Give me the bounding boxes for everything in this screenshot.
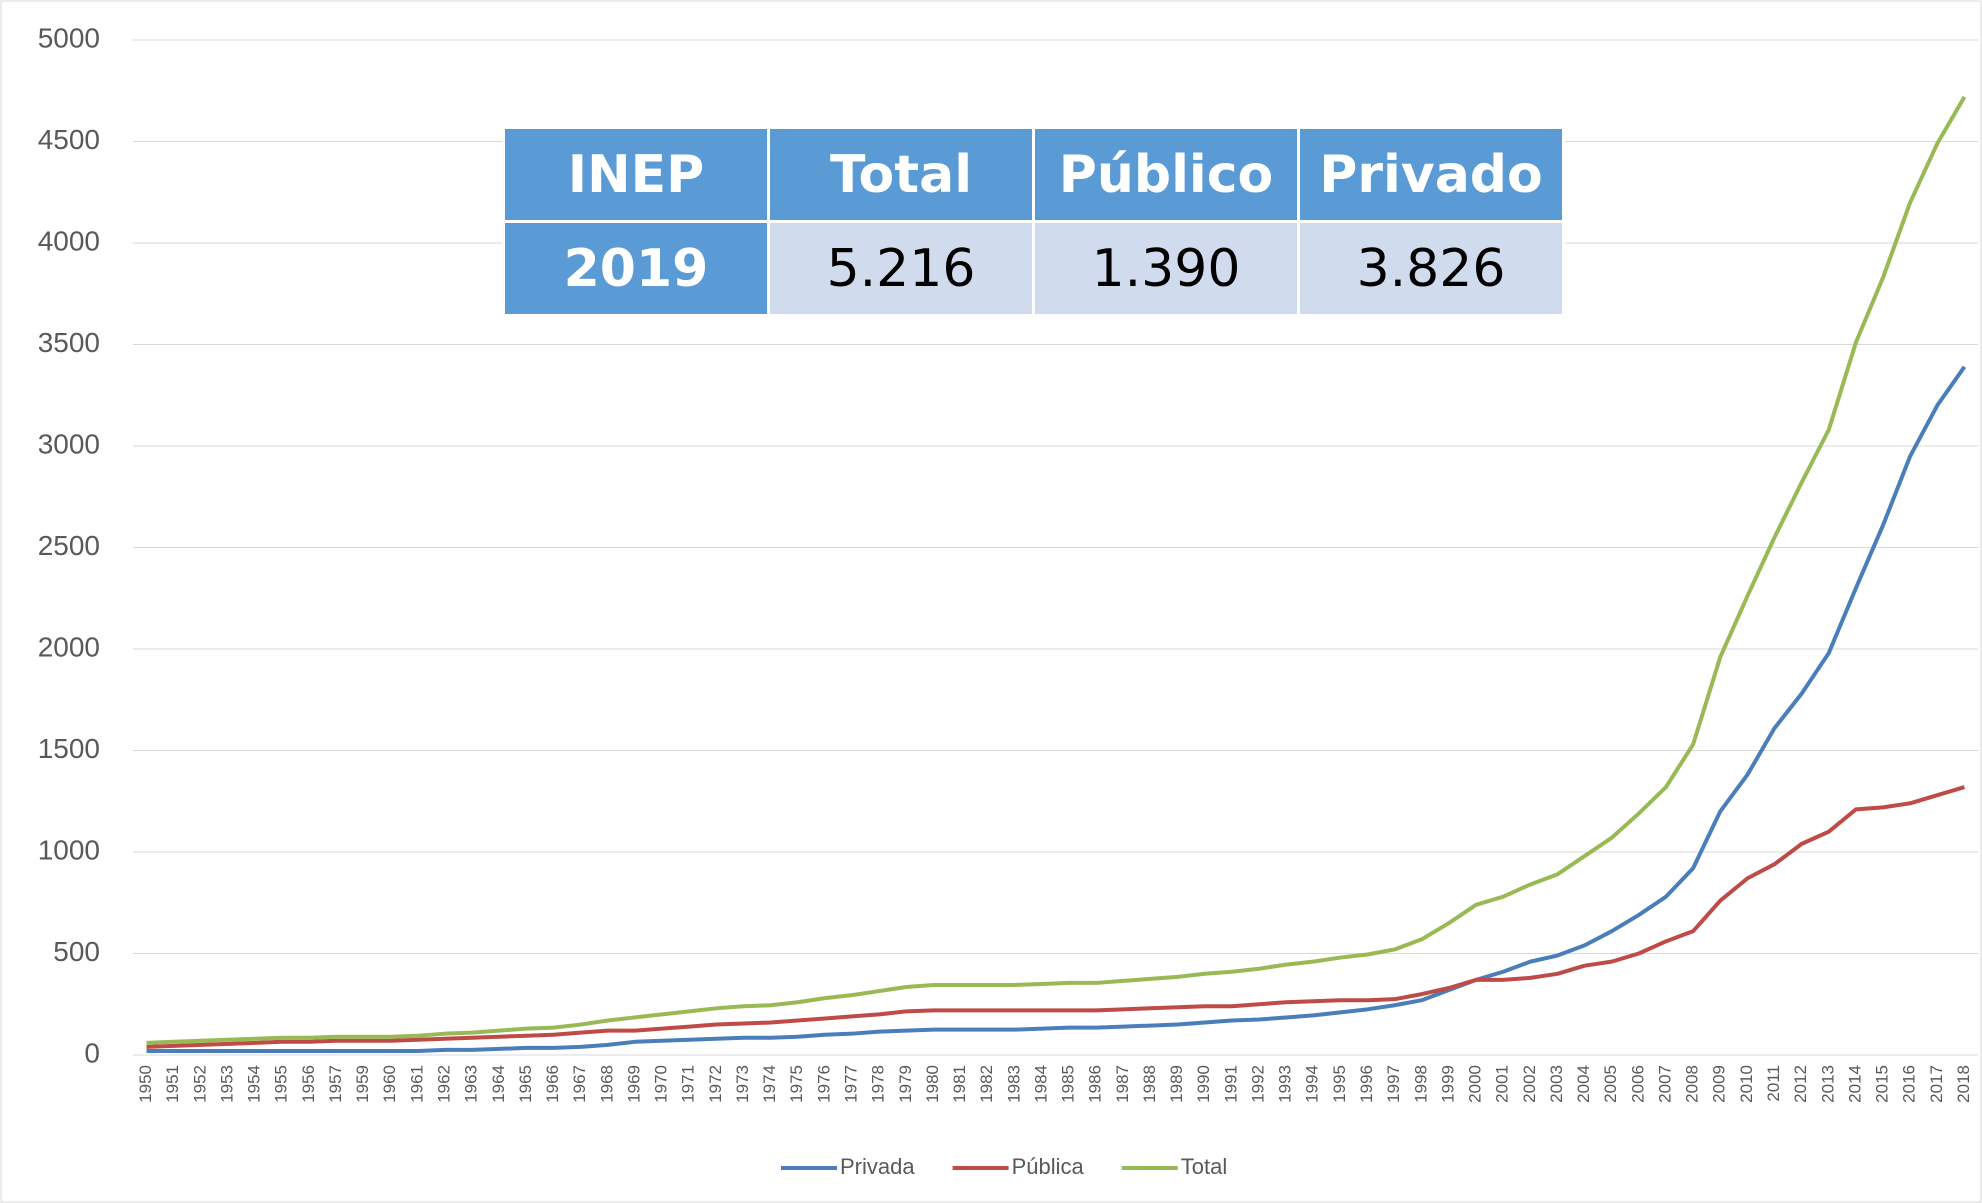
- x-tick-label: 1993: [1276, 1065, 1295, 1103]
- x-tick-label: 2010: [1737, 1065, 1756, 1103]
- x-tick-label: 1978: [869, 1065, 888, 1103]
- x-tick-label: 2012: [1791, 1065, 1810, 1103]
- x-tick-label: 1987: [1113, 1065, 1132, 1103]
- x-tick-label: 1964: [489, 1065, 508, 1103]
- legend-label: Privada: [840, 1154, 915, 1179]
- x-tick-label: 1973: [733, 1065, 752, 1103]
- x-tick-label: 1986: [1086, 1065, 1105, 1103]
- x-tick-label: 1967: [570, 1065, 589, 1103]
- x-tick-label: 2008: [1683, 1065, 1702, 1103]
- x-tick-label: 1981: [950, 1065, 969, 1103]
- x-tick-label: 1969: [624, 1065, 643, 1103]
- header-cell: INEP: [502, 126, 770, 223]
- x-tick-label: 2018: [1954, 1065, 1973, 1103]
- x-tick-label: 1950: [136, 1065, 155, 1103]
- x-tick-label: 1996: [1357, 1065, 1376, 1103]
- x-tick-label: 2009: [1710, 1065, 1729, 1103]
- table-cell: 5.216: [767, 220, 1035, 317]
- x-tick-label: 2017: [1927, 1065, 1946, 1103]
- x-tick-label: 1977: [841, 1065, 860, 1103]
- x-tick-label: 2001: [1493, 1065, 1512, 1103]
- x-tick-label: 1988: [1140, 1065, 1159, 1103]
- x-tick-label: 1994: [1303, 1065, 1322, 1103]
- y-tick-label: 500: [53, 936, 100, 967]
- x-tick-label: 2006: [1628, 1065, 1647, 1103]
- legend-label: Total: [1181, 1154, 1227, 1179]
- x-tick-label: 2003: [1547, 1065, 1566, 1103]
- y-tick-label: 5000: [38, 22, 100, 53]
- x-tick-label: 1975: [787, 1065, 806, 1103]
- x-tick-label: 1998: [1411, 1065, 1430, 1103]
- data-line: [146, 785, 1966, 1049]
- data-line: [146, 95, 1967, 1045]
- x-tick-label: 1997: [1384, 1065, 1403, 1103]
- x-tick-label: 1992: [1248, 1065, 1267, 1103]
- legend-label: Pública: [1012, 1154, 1085, 1179]
- x-tick-label: 2002: [1520, 1065, 1539, 1103]
- x-tick-label: 1955: [272, 1065, 291, 1103]
- x-tick-label: 1972: [706, 1065, 725, 1103]
- y-tick-label: 3500: [38, 327, 100, 358]
- table-row: 2019 5.216 1.390 3.826: [502, 220, 1565, 317]
- x-tick-label: 1999: [1438, 1065, 1457, 1103]
- x-tick-label: 1951: [163, 1065, 182, 1103]
- x-tick-label: 1995: [1330, 1065, 1349, 1103]
- y-tick-label: 1000: [38, 834, 100, 865]
- x-tick-label: 1961: [407, 1065, 426, 1103]
- x-tick-label: 1953: [217, 1065, 236, 1103]
- x-tick-label: 2011: [1764, 1065, 1783, 1102]
- x-tick-label: 2014: [1845, 1065, 1864, 1103]
- x-tick-label: 1956: [299, 1065, 318, 1103]
- x-tick-label: 1979: [896, 1065, 915, 1103]
- header-cell: Público: [1032, 126, 1300, 223]
- x-tick-label: 1974: [760, 1065, 779, 1103]
- x-tick-label: 1990: [1194, 1065, 1213, 1103]
- x-tick-label: 2000: [1466, 1065, 1485, 1103]
- x-tick-label: 1963: [462, 1065, 481, 1103]
- x-tick-label: 2016: [1900, 1065, 1919, 1103]
- x-tick-label: 1982: [977, 1065, 996, 1103]
- x-tick-label: 1983: [1004, 1065, 1023, 1103]
- data-line: [146, 365, 1967, 1053]
- table-row: INEP Total Público Privado: [502, 126, 1565, 223]
- y-tick-label: 1500: [38, 733, 100, 764]
- x-tick-label: 2007: [1655, 1065, 1674, 1103]
- header-cell: Total: [767, 126, 1035, 223]
- x-tick-label: 2015: [1873, 1065, 1892, 1103]
- x-tick-label: 1962: [435, 1065, 454, 1103]
- y-tick-label: 0: [84, 1037, 100, 1068]
- x-tick-label: 1976: [814, 1065, 833, 1103]
- x-tick-label: 1980: [923, 1065, 942, 1103]
- x-tick-label: 2004: [1574, 1065, 1593, 1103]
- table-cell: 2019: [502, 220, 770, 317]
- x-tick-label: 1970: [652, 1065, 671, 1103]
- x-tick-label: 1954: [245, 1065, 264, 1103]
- x-tick-label: 2005: [1601, 1065, 1620, 1103]
- x-tick-label: 1984: [1031, 1065, 1050, 1103]
- data-table: INEP Total Público Privado 2019 5.216 1.390 3.8…: [502, 126, 1565, 317]
- x-tick-label: 1989: [1167, 1065, 1186, 1103]
- x-tick-label: 1959: [353, 1065, 372, 1103]
- table-cell: 1.390: [1032, 220, 1300, 317]
- y-tick-label: 4000: [38, 225, 100, 256]
- header-cell: Privado: [1297, 126, 1565, 223]
- x-tick-label: 1968: [597, 1065, 616, 1103]
- y-tick-label: 2500: [38, 530, 100, 561]
- x-tick-label: 1991: [1221, 1065, 1240, 1103]
- x-tick-label: 1985: [1059, 1065, 1078, 1103]
- x-tick-label: 1957: [326, 1065, 345, 1103]
- x-tick-label: 1952: [190, 1065, 209, 1103]
- y-tick-label: 3000: [38, 428, 100, 459]
- table-cell: 3.826: [1297, 220, 1565, 317]
- x-tick-label: 1971: [679, 1065, 698, 1103]
- x-tick-label: 1966: [543, 1065, 562, 1103]
- y-tick-label: 2000: [38, 631, 100, 662]
- x-tick-label: 1960: [380, 1065, 399, 1103]
- x-tick-label: 2013: [1818, 1065, 1837, 1103]
- y-tick-label: 4500: [38, 124, 100, 155]
- x-tick-label: 1965: [516, 1065, 535, 1103]
